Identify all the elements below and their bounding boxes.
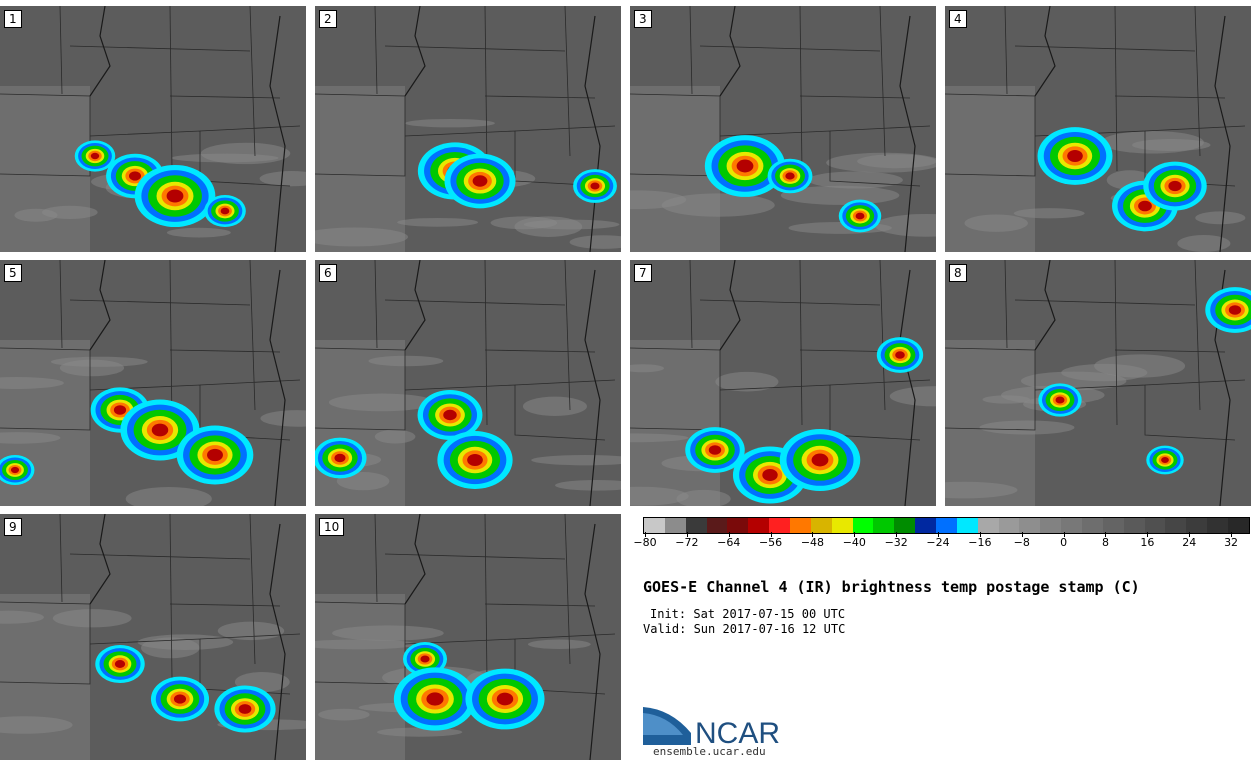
colorbar-tick: [645, 532, 646, 537]
colorbar-tick-label: 24: [1182, 536, 1197, 549]
colorbar-swatch: [1144, 518, 1166, 533]
colorbar-swatch: [1186, 518, 1208, 533]
ir-map: [0, 6, 306, 252]
colorbar-swatch: [1228, 518, 1249, 533]
forecast-panel-7: 7: [630, 260, 936, 506]
colorbar-swatch: [1207, 518, 1229, 533]
colorbar-swatch: [977, 518, 999, 533]
panel-number: 10: [319, 518, 345, 536]
colorbar-tick: [812, 532, 814, 537]
colorbar-tick-label: −24: [926, 536, 950, 549]
ir-map: [315, 260, 621, 506]
colorbar-tick-label: −8: [1013, 536, 1030, 549]
colorbar-tick: [686, 532, 688, 537]
forecast-panel-3: 3: [630, 6, 936, 252]
ncar-logo-icon: NCAR: [643, 707, 780, 750]
colorbar-swatch: [915, 518, 937, 533]
colorbar-swatch: [1061, 518, 1083, 533]
colorbar-tick-label: −32: [884, 536, 908, 549]
colorbar-tick-label: −40: [842, 536, 866, 549]
panel-number: 2: [319, 10, 337, 28]
valid-time: Valid: Sun 2017-07-16 12 UTC: [643, 622, 846, 636]
colorbar-tick-label: 0: [1060, 536, 1068, 549]
colorbar-tick-label: 8: [1101, 536, 1109, 549]
colorbar-tick: [938, 532, 940, 537]
colorbar-swatch: [1123, 518, 1145, 533]
ir-map: [630, 260, 936, 506]
colorbar-tick-label: 16: [1140, 536, 1155, 549]
colorbar-ticks: −80 −72 −64 −56 −48 −40 −32 −24 −16 −8 0 8 16 24 32: [633, 532, 1250, 552]
colorbar-tick: [1063, 532, 1065, 537]
colorbar-tick: [1105, 532, 1107, 537]
colorbar-swatch: [956, 518, 978, 533]
colorbar-tick: [1231, 532, 1233, 537]
colorbar-swatch: [1040, 518, 1062, 533]
panel-number: 1: [4, 10, 22, 28]
ir-map: [315, 6, 621, 252]
svg-text:NCAR: NCAR: [695, 717, 780, 747]
ir-map: [0, 260, 306, 506]
colorbar-swatch: [727, 518, 749, 533]
colorbar-swatch: [664, 518, 686, 533]
panel-number: 5: [4, 264, 22, 282]
colorbar-tick-label: −16: [968, 536, 992, 549]
colorbar-swatch: [1082, 518, 1103, 533]
colorbar-swatch: [852, 518, 874, 533]
colorbar-tick: [1189, 532, 1191, 537]
forecast-panel-2: 2: [315, 6, 621, 252]
colorbar-tick: [728, 532, 730, 537]
forecast-panel-9: 9: [0, 514, 306, 760]
colorbar-tick-label: −56: [758, 536, 783, 549]
colorbar-tick: [896, 532, 898, 537]
panel-number: 8: [949, 264, 967, 282]
colorbar-swatch: [685, 518, 707, 533]
colorbar-tick: [1021, 532, 1023, 537]
colorbar-swatch: [769, 518, 791, 533]
colorbar-swatch: [810, 518, 832, 533]
colorbar: [643, 517, 1250, 534]
colorbar-swatch: [644, 518, 665, 533]
colorbar-swatch: [998, 518, 1020, 533]
ir-map: [315, 514, 621, 760]
panel-number: 7: [634, 264, 652, 282]
forecast-panel-1: 1: [0, 6, 306, 252]
colorbar-tick-label: −48: [800, 536, 825, 549]
ir-map: [945, 260, 1251, 506]
colorbar-swatch: [1102, 518, 1124, 533]
colorbar-tick-label: 32: [1224, 536, 1239, 549]
colorbar-tick: [979, 532, 981, 537]
forecast-panel-4: 4: [945, 6, 1251, 252]
colorbar-tick-label: −64: [717, 536, 741, 549]
colorbar-tick-label: −80: [633, 536, 657, 549]
panel-number: 3: [634, 10, 652, 28]
colorbar-swatch: [1165, 518, 1187, 533]
colorbar-swatch: [831, 518, 853, 533]
forecast-panel-10: 10: [315, 514, 621, 760]
forecast-panel-5: 5: [0, 260, 306, 506]
forecast-panel-6: 6: [315, 260, 621, 506]
panel-number: 4: [949, 10, 967, 28]
forecast-panel-8: 8: [945, 260, 1251, 506]
colorbar-swatch: [1019, 518, 1041, 533]
colorbar-swatch: [894, 518, 916, 533]
ir-map: [630, 6, 936, 252]
colorbar-swatch: [706, 518, 728, 533]
ir-map: [0, 514, 306, 760]
colorbar-tick: [854, 532, 856, 537]
colorbar-swatch: [873, 518, 895, 533]
colorbar-swatch: [790, 518, 811, 533]
panel-number: 9: [4, 518, 22, 536]
panel-number: 6: [319, 264, 337, 282]
colorbar-tick-label: −72: [675, 536, 699, 549]
ncar-logo: NCAR: [643, 705, 793, 751]
colorbar-swatch: [936, 518, 957, 533]
colorbar-tick: [770, 532, 772, 537]
ir-map: [945, 6, 1251, 252]
init-time: Init: Sat 2017-07-15 00 UTC: [650, 607, 846, 621]
logo-url: ensemble.ucar.edu: [653, 745, 766, 758]
chart-title: GOES-E Channel 4 (IR) brightness temp po…: [643, 578, 1140, 596]
colorbar-swatch: [748, 518, 770, 533]
colorbar-tick: [1147, 532, 1149, 537]
